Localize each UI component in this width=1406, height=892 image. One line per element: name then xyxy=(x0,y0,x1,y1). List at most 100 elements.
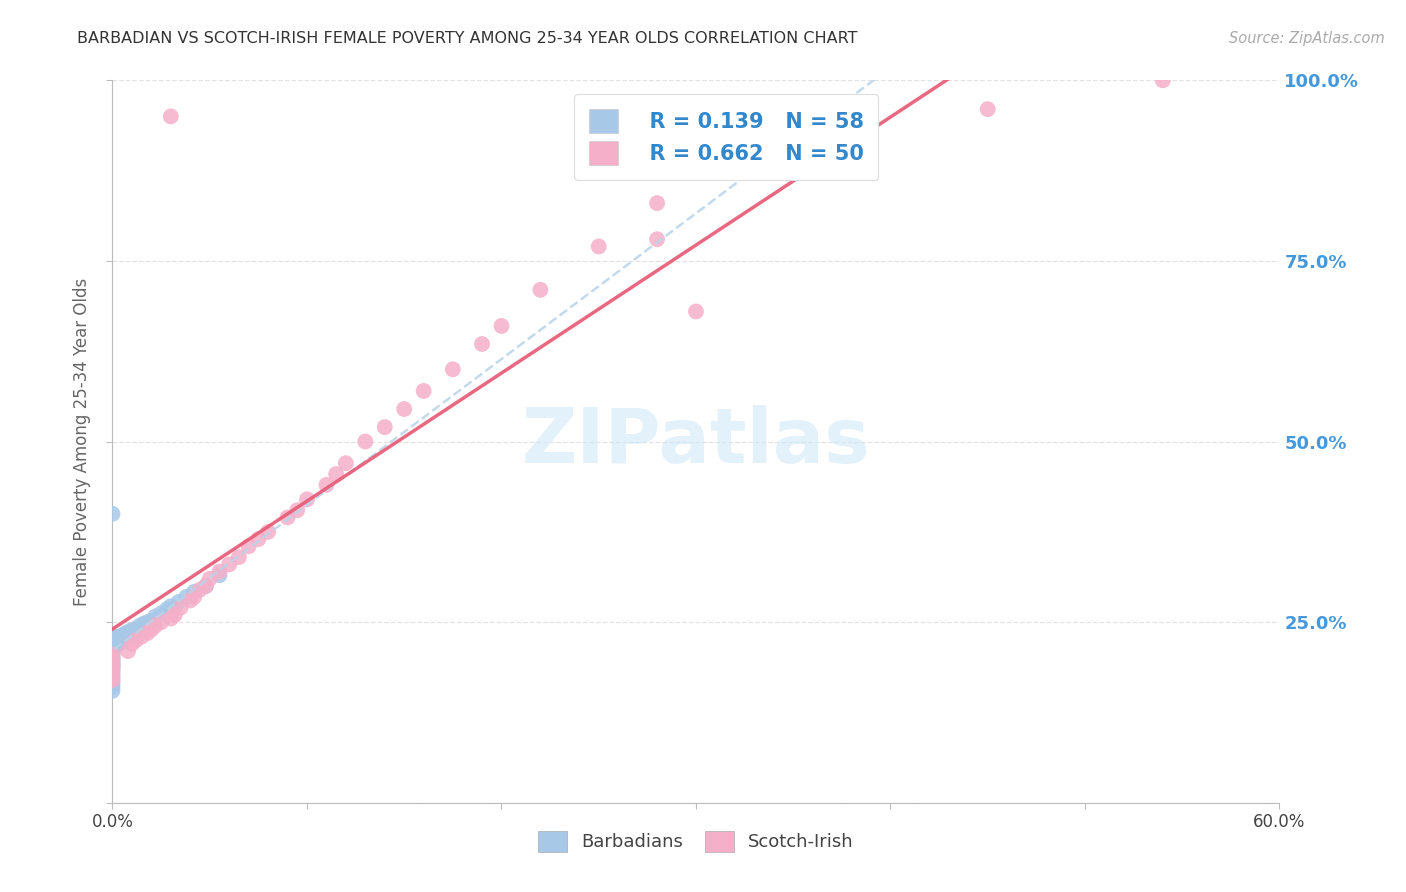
Point xyxy=(101,640,124,655)
Point xyxy=(101,676,124,690)
Point xyxy=(101,651,124,665)
Point xyxy=(101,635,124,649)
Point xyxy=(645,196,668,211)
Point xyxy=(115,626,138,640)
Point xyxy=(101,507,124,521)
Point xyxy=(169,600,191,615)
Point xyxy=(101,658,124,673)
Point xyxy=(285,503,308,517)
Point xyxy=(105,631,128,645)
Point xyxy=(471,337,494,351)
Point xyxy=(208,565,231,579)
Point xyxy=(136,626,159,640)
Point xyxy=(179,593,201,607)
Point xyxy=(412,384,434,398)
Point xyxy=(101,660,124,674)
Point xyxy=(208,568,231,582)
Point xyxy=(101,646,124,660)
Point xyxy=(101,631,124,645)
Point xyxy=(156,602,179,616)
Point xyxy=(141,614,163,628)
Point xyxy=(103,637,125,651)
Point xyxy=(325,467,347,481)
Point xyxy=(107,632,129,647)
Point xyxy=(101,665,124,679)
Point xyxy=(394,402,416,417)
Point xyxy=(101,637,124,651)
Point xyxy=(101,651,124,665)
Point xyxy=(101,662,124,676)
Point xyxy=(101,648,124,662)
Point xyxy=(1152,73,1174,87)
Text: ZIPatlas: ZIPatlas xyxy=(522,405,870,478)
Point xyxy=(118,624,141,638)
Point xyxy=(101,638,124,652)
Point xyxy=(128,619,150,633)
Point xyxy=(143,609,166,624)
Point xyxy=(101,655,124,669)
Point xyxy=(101,673,124,687)
Point xyxy=(111,633,134,648)
Point xyxy=(125,633,148,648)
Point xyxy=(150,607,173,621)
Point xyxy=(276,510,298,524)
Text: BARBADIAN VS SCOTCH-IRISH FEMALE POVERTY AMONG 25-34 YEAR OLDS CORRELATION CHART: BARBADIAN VS SCOTCH-IRISH FEMALE POVERTY… xyxy=(77,31,858,46)
Point xyxy=(101,644,124,658)
Point xyxy=(295,492,318,507)
Legend: Barbadians, Scotch-Irish: Barbadians, Scotch-Irish xyxy=(531,823,860,859)
Point xyxy=(101,642,124,657)
Point xyxy=(160,611,183,625)
Point xyxy=(160,110,183,124)
Point xyxy=(117,630,139,644)
Point xyxy=(257,524,280,539)
Point xyxy=(103,640,125,655)
Point xyxy=(101,680,124,694)
Point xyxy=(101,658,124,673)
Point xyxy=(163,607,186,622)
Point xyxy=(529,283,551,297)
Text: Source: ZipAtlas.com: Source: ZipAtlas.com xyxy=(1229,31,1385,46)
Point xyxy=(101,665,124,680)
Point xyxy=(976,102,998,116)
Point xyxy=(131,630,153,644)
Point xyxy=(111,628,134,642)
Point xyxy=(132,616,155,631)
Point xyxy=(101,657,124,671)
Point xyxy=(117,644,139,658)
Point xyxy=(441,362,464,376)
Point xyxy=(101,683,124,698)
Point xyxy=(136,615,159,630)
Point xyxy=(107,637,129,651)
Point xyxy=(238,539,260,553)
Point xyxy=(354,434,377,449)
Point xyxy=(101,662,124,676)
Point xyxy=(247,532,270,546)
Point xyxy=(101,673,124,687)
Point xyxy=(841,117,863,131)
Point xyxy=(315,478,337,492)
Point xyxy=(125,624,148,638)
Point xyxy=(150,615,173,630)
Point xyxy=(105,638,128,652)
Point xyxy=(103,633,125,648)
Point xyxy=(335,456,357,470)
Point xyxy=(183,590,205,604)
Point xyxy=(101,633,124,648)
Y-axis label: Female Poverty Among 25-34 Year Olds: Female Poverty Among 25-34 Year Olds xyxy=(73,277,91,606)
Point xyxy=(101,669,124,683)
Point xyxy=(588,239,610,253)
Point xyxy=(101,669,124,683)
Point xyxy=(103,630,125,644)
Point xyxy=(110,635,132,649)
Point xyxy=(160,599,183,614)
Point xyxy=(121,626,143,640)
Point xyxy=(101,648,124,662)
Point xyxy=(724,160,747,174)
Point xyxy=(105,635,128,649)
Point xyxy=(121,637,143,651)
Point xyxy=(141,623,163,637)
Point xyxy=(198,572,221,586)
Point xyxy=(101,655,124,669)
Point xyxy=(188,582,211,597)
Point xyxy=(110,630,132,644)
